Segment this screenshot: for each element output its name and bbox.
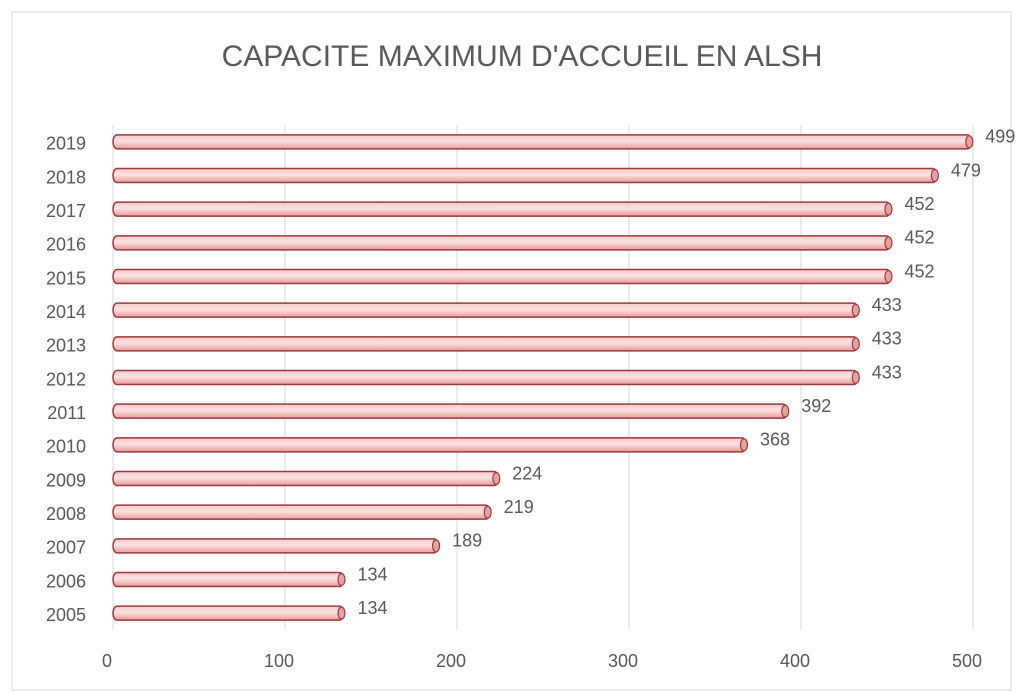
bar — [112, 504, 491, 520]
data-label: 452 — [904, 194, 934, 214]
bar-end — [337, 606, 346, 620]
chart-title: CAPACITE MAXIMUM D'ACCUEIL EN ALSH — [222, 40, 823, 73]
bar-end — [965, 135, 974, 149]
bar-end — [884, 269, 893, 284]
y-tick-label: 2012 — [46, 369, 86, 389]
bar — [112, 201, 892, 217]
y-tick-label: 2011 — [47, 403, 86, 423]
y-tick-label: 2019 — [46, 134, 86, 154]
bar — [112, 605, 345, 621]
data-label: 134 — [357, 598, 387, 618]
bar-end — [492, 471, 501, 486]
bar-end — [431, 539, 441, 553]
bar-end — [337, 572, 346, 587]
bar — [112, 134, 973, 150]
data-label: 392 — [801, 396, 831, 416]
bar-end — [483, 505, 492, 519]
bar-end — [884, 236, 893, 250]
bar — [112, 302, 859, 318]
bar — [112, 167, 938, 184]
bar-end — [781, 404, 790, 418]
y-tick-label: 2017 — [46, 201, 86, 221]
y-tick-label: 2013 — [46, 336, 86, 356]
bar-end — [739, 438, 749, 452]
x-tick-label: 0 — [102, 651, 112, 671]
bar — [112, 369, 859, 386]
bar-end — [851, 303, 860, 317]
x-tick-label: 200 — [436, 651, 466, 671]
x-tick-label: 300 — [608, 651, 638, 671]
data-label: 224 — [512, 463, 542, 483]
data-label: 433 — [872, 295, 902, 315]
data-label: 368 — [760, 430, 790, 450]
bar — [112, 571, 345, 588]
y-tick-label: 2018 — [46, 167, 86, 187]
y-tick-label: 2007 — [46, 538, 86, 558]
x-tick-label: 100 — [264, 651, 294, 671]
y-tick-label: 2005 — [46, 605, 86, 625]
y-tick-label: 2015 — [46, 268, 86, 288]
data-label: 452 — [904, 261, 934, 281]
data-label: 433 — [872, 362, 902, 382]
bar — [112, 403, 788, 419]
data-label: 134 — [357, 564, 387, 584]
bar-end — [851, 337, 860, 351]
bar — [112, 268, 892, 285]
y-tick-label: 2010 — [46, 437, 86, 457]
bar-end — [851, 370, 860, 385]
bar — [112, 470, 500, 487]
data-label: 479 — [951, 160, 981, 180]
bar-end — [930, 168, 939, 183]
data-label: 219 — [504, 497, 534, 517]
bar — [112, 437, 747, 453]
bar-end — [884, 202, 893, 216]
y-tick-label: 2014 — [46, 302, 86, 322]
y-tick-label: 2016 — [46, 235, 86, 255]
data-label: 189 — [452, 531, 482, 551]
y-tick-label: 2008 — [46, 504, 86, 524]
bar — [112, 336, 859, 352]
bar — [112, 538, 439, 554]
bar — [112, 235, 892, 251]
data-label: 452 — [904, 228, 934, 248]
x-tick-label: 500 — [952, 651, 982, 671]
y-tick-label: 2006 — [46, 571, 86, 591]
x-tick-label: 400 — [780, 651, 810, 671]
data-label: 433 — [872, 329, 902, 349]
data-label: 499 — [985, 127, 1015, 147]
y-tick-label: 2009 — [46, 470, 86, 490]
